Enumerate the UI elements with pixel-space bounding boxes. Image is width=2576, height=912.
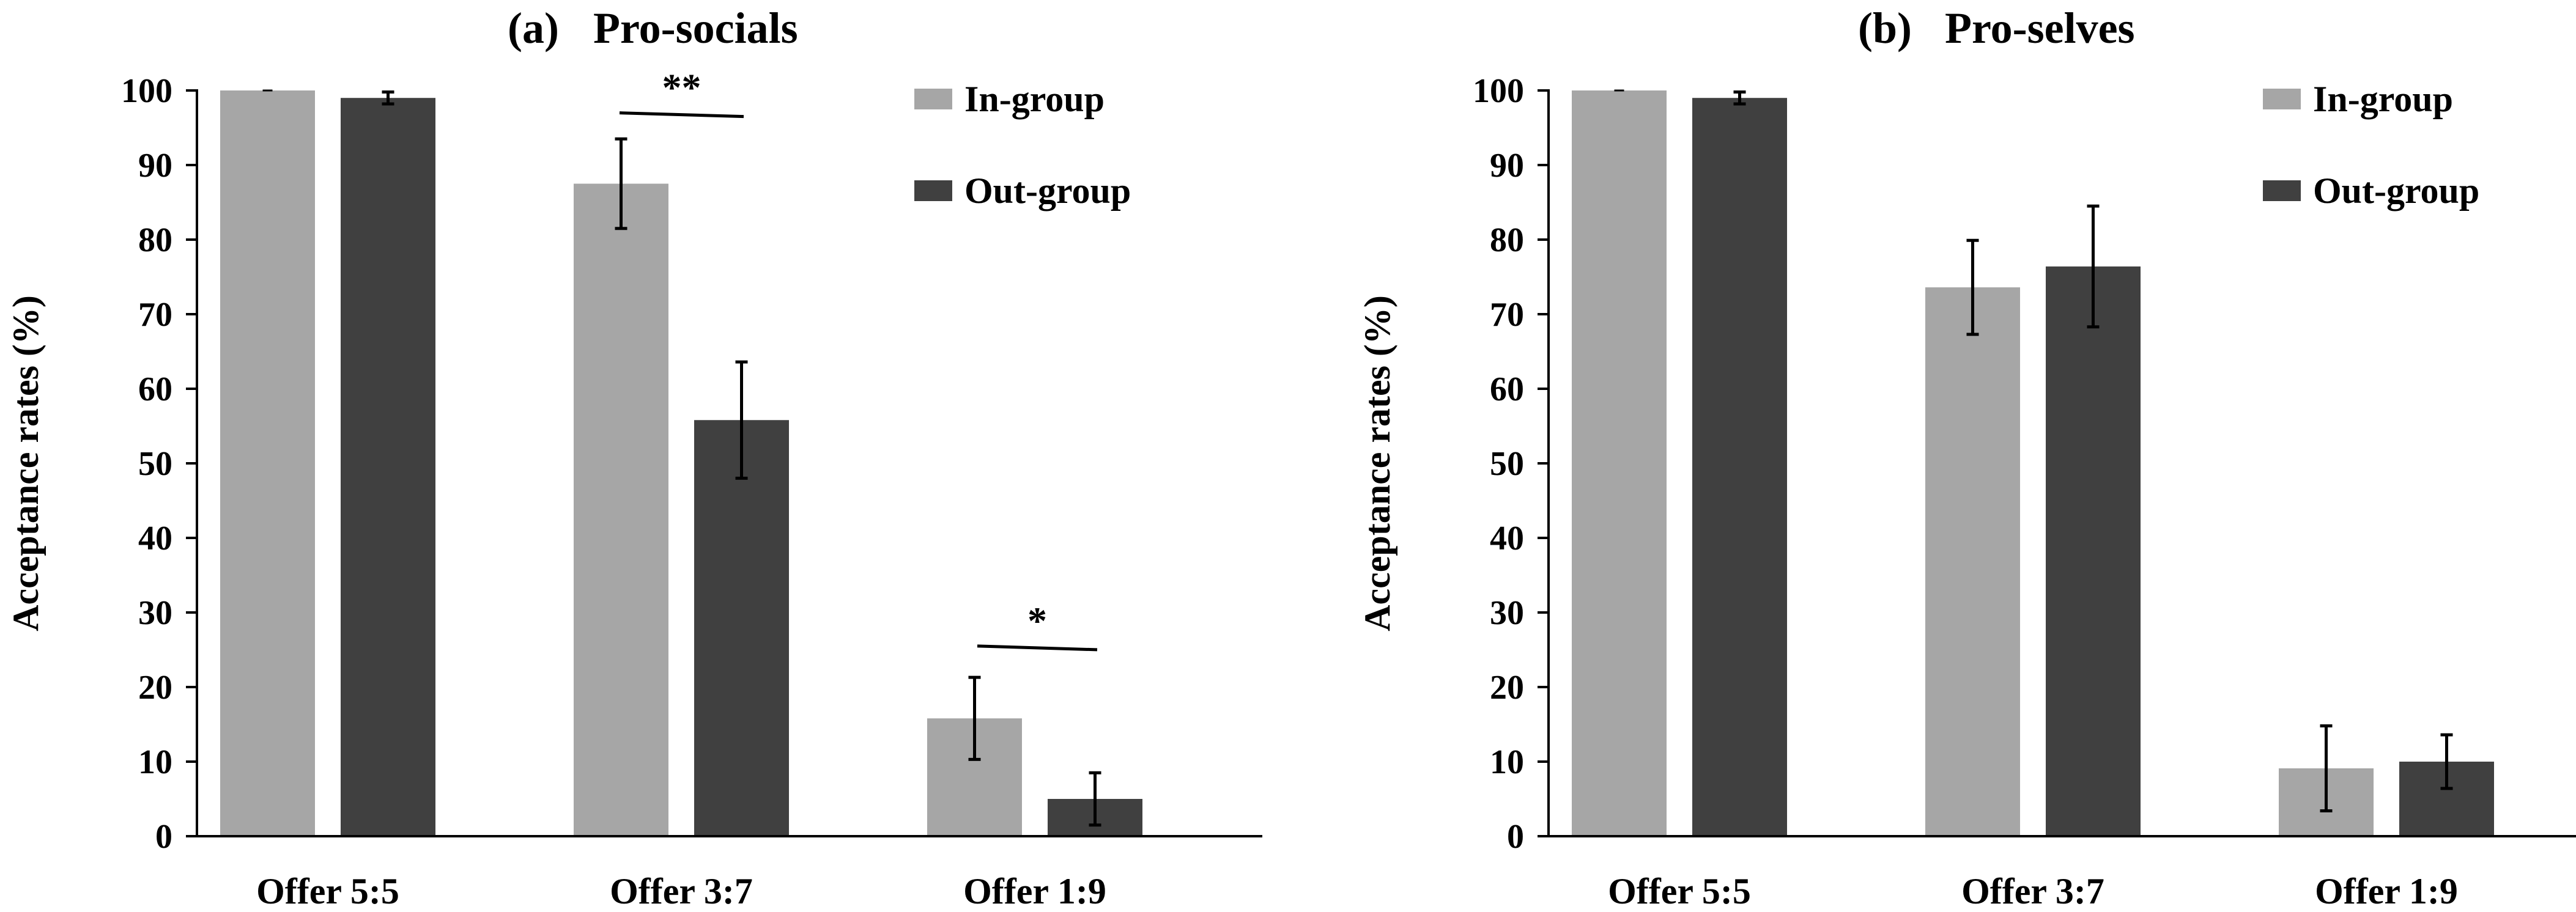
- y-tick-label: 0: [155, 818, 172, 856]
- x-category-label: Offer 5:5: [1608, 871, 1751, 911]
- panel-letter: (b): [1858, 4, 1912, 53]
- y-tick-label: 40: [1490, 520, 1524, 557]
- legend-label-out-group: Out-group: [2313, 171, 2479, 211]
- legend-swatch-out-group: [2263, 180, 2301, 201]
- bar-in-group-1: [1572, 90, 1667, 836]
- bar-out-group-1: [1692, 98, 1787, 837]
- y-axis-label: Acceptance rates (%): [1357, 295, 1397, 631]
- significance-marker: **: [662, 66, 701, 109]
- legend-swatch-in-group: [2263, 89, 2301, 109]
- legend-label-in-group: In-group: [964, 79, 1105, 119]
- bar-out-group-2: [2046, 266, 2141, 836]
- chart-title: Pro-socials: [593, 4, 798, 53]
- significance-marker: *: [1027, 599, 1047, 642]
- legend-swatch-out-group: [914, 180, 952, 201]
- chart-title: Pro-selves: [1945, 4, 2135, 53]
- y-axis-label: Acceptance rates (%): [6, 295, 46, 631]
- y-tick-label: 50: [138, 445, 172, 483]
- y-tick-label: 40: [138, 520, 172, 557]
- bar-in-group-2: [1925, 287, 2020, 837]
- chart-panel-b: (b) Pro-selves Acceptance rates (%) 0 10 20 30…: [1357, 4, 2576, 911]
- y-tick-label: 10: [138, 743, 172, 781]
- y-tick-label: 30: [1490, 594, 1524, 632]
- y-tick-label: 0: [1507, 818, 1524, 856]
- y-tick-label: 20: [1490, 669, 1524, 707]
- y-tick-label: 70: [138, 296, 172, 334]
- bar-in-group-2: [574, 183, 668, 836]
- x-category-label: Offer 3:7: [1961, 871, 2104, 911]
- y-tick-label: 60: [138, 370, 172, 408]
- y-tick-label: 50: [1490, 445, 1524, 483]
- x-category-label: Offer 1:9: [963, 871, 1106, 911]
- legend-swatch-in-group: [914, 89, 952, 109]
- legend-label-in-group: In-group: [2313, 79, 2453, 119]
- y-tick-label: 80: [1490, 221, 1524, 259]
- significance-line: [619, 111, 744, 119]
- y-tick-label: 100: [121, 72, 172, 110]
- panel-letter: (a): [508, 4, 559, 53]
- y-tick-label: 60: [1490, 370, 1524, 408]
- x-category-label: Offer 5:5: [256, 871, 399, 911]
- y-tick-label: 90: [1490, 147, 1524, 185]
- y-tick-label: 30: [138, 594, 172, 632]
- significance-line: [977, 644, 1098, 652]
- y-tick-label: 80: [138, 221, 172, 259]
- x-category-label: Offer 3:7: [610, 871, 753, 911]
- y-tick-label: 10: [1490, 743, 1524, 781]
- legend-label-out-group: Out-group: [964, 171, 1131, 211]
- bar-out-group-2: [694, 420, 789, 836]
- bar-in-group-1: [220, 90, 315, 836]
- x-category-label: Offer 1:9: [2315, 871, 2458, 911]
- bar-out-group-1: [341, 98, 435, 837]
- y-tick-label: 90: [138, 147, 172, 185]
- y-tick-label: 100: [1473, 72, 1524, 110]
- y-tick-label: 20: [138, 669, 172, 707]
- chart-panel-a: (a) Pro-socials Acceptance rates (%) 0 10 20 3…: [6, 4, 1262, 911]
- y-tick-label: 70: [1490, 296, 1524, 334]
